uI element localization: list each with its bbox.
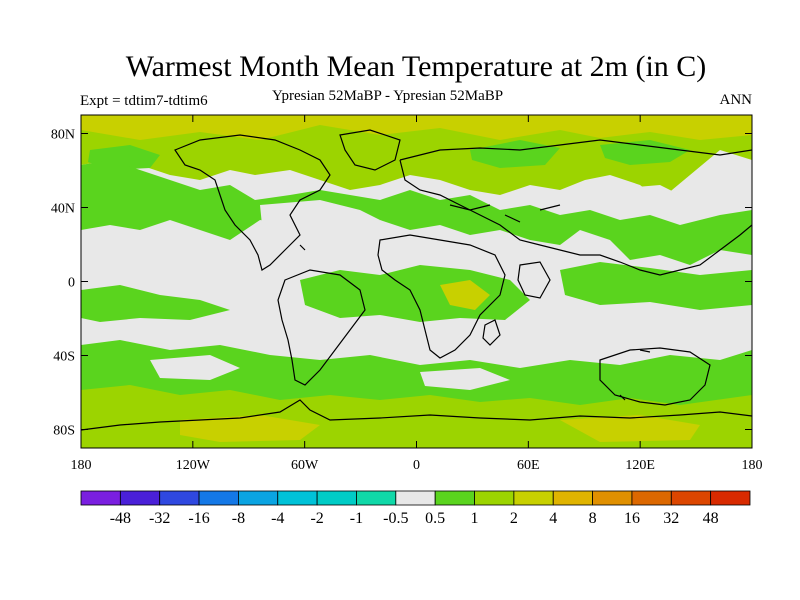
lat-tick-label: 80S [53, 424, 75, 439]
period-subtitle: Ypresian 52MaBP - Ypresian 52MaBP [272, 88, 504, 104]
colorbar-swatch [80, 490, 121, 506]
eurasia-coastline [399, 139, 752, 276]
india-coastline [517, 261, 551, 299]
madagascar-coastline [482, 319, 501, 346]
antarctica-coastline [81, 399, 752, 431]
coastlines [81, 129, 752, 431]
lat-tick-label: 40N [51, 202, 75, 217]
colorbar-swatch [710, 490, 751, 506]
colorbar-swatch [119, 490, 161, 506]
africa-olive-patch [440, 280, 490, 310]
lat-tick-label: 0 [68, 276, 75, 291]
colorbar-label: -32 [149, 510, 170, 527]
experiment-label: Expt = tdtim7-tdtim6 [80, 93, 208, 109]
colorbar: -48 -32 -16 -8 -4 -2 -1 -0.5 0.5 1 2 4 8 16 32 48 [80, 490, 751, 527]
colorbar-swatch [395, 490, 436, 506]
lon-tick-label: 60W [291, 458, 319, 473]
lon-tick-label: 120E [625, 458, 655, 473]
colorbar-swatch [552, 490, 593, 506]
colorbar-label: -2 [310, 510, 323, 527]
colorbar-swatch [198, 490, 239, 506]
colorbar-swatch [631, 490, 672, 506]
antarctic-olive-patch [180, 415, 320, 442]
colorbar-label: 4 [549, 510, 557, 527]
colorbar-swatch [316, 490, 357, 506]
colorbar-label: 32 [663, 510, 679, 527]
island-fragments [299, 204, 651, 401]
colorbar-swatch [159, 490, 200, 506]
colorbar-swatch [474, 490, 515, 506]
map-title: Warmest Month Mean Temperature at 2m (in… [125, 50, 707, 83]
colorbar-label: 16 [624, 510, 640, 527]
australia-coastline [599, 347, 711, 406]
lon-tick-label: 180 [742, 458, 763, 473]
colorbar-label: -0.5 [383, 510, 408, 527]
colorbar-label: -48 [110, 510, 131, 527]
north-midlat-grey-hole-2 [600, 185, 690, 215]
colorbar-label: 8 [589, 510, 597, 527]
north-midlat-green-band [81, 160, 752, 265]
longitude-axis: 180 120W 60W 0 60E 120E 180 [71, 115, 763, 473]
africa-coastline [377, 234, 506, 359]
colorbar-label: -4 [271, 510, 284, 527]
north-midlat-grey-hole-1 [260, 200, 380, 238]
south-midlat-grey-hole-2 [420, 368, 510, 390]
colorbar-swatch [434, 490, 475, 506]
equatorial-green-patch-2 [560, 262, 752, 310]
greenland-coastline [339, 129, 401, 171]
arctic-olive-patch [81, 115, 752, 140]
colorbar-label: 0.5 [425, 510, 445, 527]
lat-tick-label: 40S [53, 350, 75, 365]
colorbar-label: 48 [703, 510, 719, 527]
colorbar-swatch [277, 490, 318, 506]
colorbar-swatch [670, 490, 712, 506]
equatorial-green-patch-3 [81, 285, 230, 322]
lon-tick-label: 0 [413, 458, 420, 473]
lon-tick-label: 180 [71, 458, 92, 473]
south-america-coastline [277, 269, 366, 386]
north-america-coastline [174, 134, 331, 271]
colorbar-swatch [238, 490, 279, 506]
south-midlat-grey-hole-1 [150, 355, 240, 380]
colorbar-swatch [513, 490, 554, 506]
arctic-light-green-patch-2 [470, 140, 560, 168]
colorbar-label: -8 [232, 510, 245, 527]
latitude-axis: 80N 40N 0 40S 80S [51, 128, 752, 439]
season-label: ANN [719, 92, 753, 108]
antarctic-olive-patch-2 [560, 415, 700, 442]
temperature-field [81, 115, 752, 448]
colorbar-label: -1 [350, 510, 363, 527]
colorbar-label: -16 [188, 510, 209, 527]
lon-tick-label: 60E [517, 458, 540, 473]
arctic-light-green-patch-3 [600, 140, 690, 165]
colorbar-swatch [592, 490, 633, 506]
colorbar-label: 1 [471, 510, 479, 527]
lat-tick-label: 80N [51, 128, 75, 143]
colorbar-swatch [356, 490, 397, 506]
colorbar-label: 2 [510, 510, 518, 527]
lon-tick-label: 120W [176, 458, 211, 473]
